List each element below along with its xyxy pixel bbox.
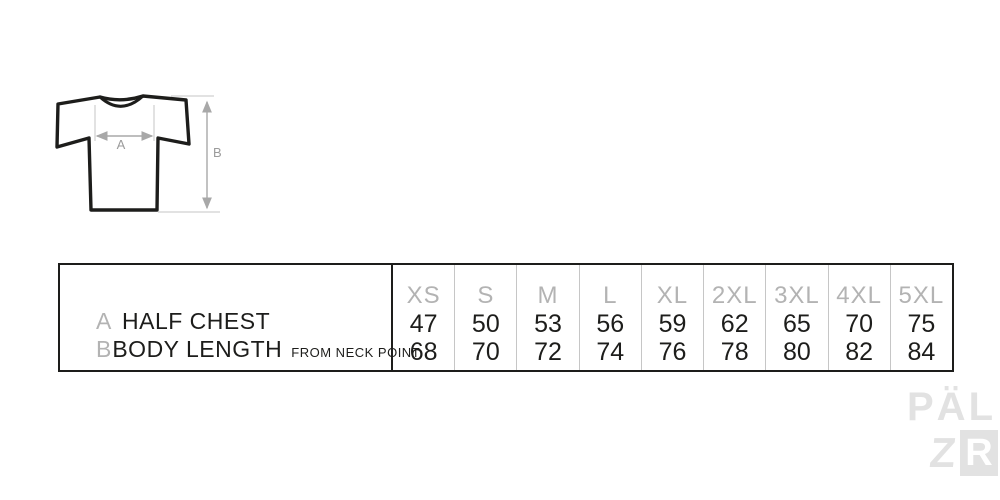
half-chest-value: 50 (471, 310, 500, 338)
size-column-m: M 53 72 (516, 265, 578, 370)
body-length-row-label: B BODY LENGTH FROM NECK POINT (96, 335, 420, 363)
half-chest-value: 53 (534, 310, 562, 338)
size-column-2xl: 2XL 62 78 (703, 265, 765, 370)
body-length-label: BODY LENGTH (112, 336, 283, 362)
size-header: 3XL (774, 282, 820, 309)
body-length-note: FROM NECK POINT (291, 345, 421, 360)
body-length-value: 74 (596, 338, 625, 366)
half-chest-value: 47 (409, 310, 438, 338)
body-length-value: 78 (720, 338, 749, 366)
tshirt-outline-icon (55, 94, 191, 212)
size-column-3xl: 3XL 65 80 (765, 265, 827, 370)
row-key-a: A (96, 308, 113, 334)
half-chest-row-label: A HALF CHEST (96, 307, 391, 335)
body-length-value: 80 (783, 338, 811, 366)
row-key-b: B (96, 336, 113, 362)
paelzr-logo: PÄL Z R (907, 387, 998, 476)
size-header: XS (406, 282, 441, 309)
size-column-xs: XS 47 68 (393, 265, 454, 370)
measurement-labels-cell: A HALF CHEST B BODY LENGTH FROM NECK POI… (60, 265, 420, 370)
half-chest-value: 56 (596, 310, 625, 338)
size-column-5xl: 5XL 75 84 (889, 265, 952, 370)
half-chest-value: 75 (907, 310, 936, 338)
size-header: S (477, 282, 495, 309)
size-table: A HALF CHEST B BODY LENGTH FROM NECK POI… (58, 263, 954, 372)
logo-text-top: PÄL (907, 385, 996, 429)
logo-letter-z: Z (927, 429, 959, 476)
measurement-guides (94, 95, 220, 213)
logo-letter-r: R (960, 430, 998, 476)
body-length-value: 84 (907, 338, 936, 366)
size-header: XL (656, 282, 689, 309)
tshirt-measurement-diagram: A B (55, 94, 222, 213)
size-header: L (603, 282, 618, 309)
half-chest-value: 62 (720, 310, 749, 338)
size-header: M (537, 282, 559, 309)
half-chest-value: 70 (845, 310, 874, 338)
body-length-value: 70 (471, 338, 500, 366)
size-column-xl: XL 59 76 (640, 265, 703, 370)
body-length-value: 68 (409, 338, 438, 366)
body-length-value: 72 (534, 338, 562, 366)
body-length-value: 82 (845, 338, 874, 366)
size-header: 5XL (898, 282, 945, 309)
diagram-label-a: A (117, 137, 126, 152)
size-column-s: S 50 70 (454, 265, 516, 370)
diagram-label-b: B (213, 145, 222, 160)
size-column-l: L 56 74 (578, 265, 641, 370)
half-chest-value: 59 (658, 310, 687, 338)
half-chest-value: 65 (783, 310, 811, 338)
size-column-4xl: 4XL 70 82 (827, 265, 890, 370)
half-chest-label: HALF CHEST (122, 308, 271, 334)
body-length-value: 76 (658, 338, 687, 366)
size-header: 2XL (711, 282, 758, 309)
size-header: 4XL (836, 282, 882, 309)
logo-text-bottom: Z R (907, 429, 998, 476)
